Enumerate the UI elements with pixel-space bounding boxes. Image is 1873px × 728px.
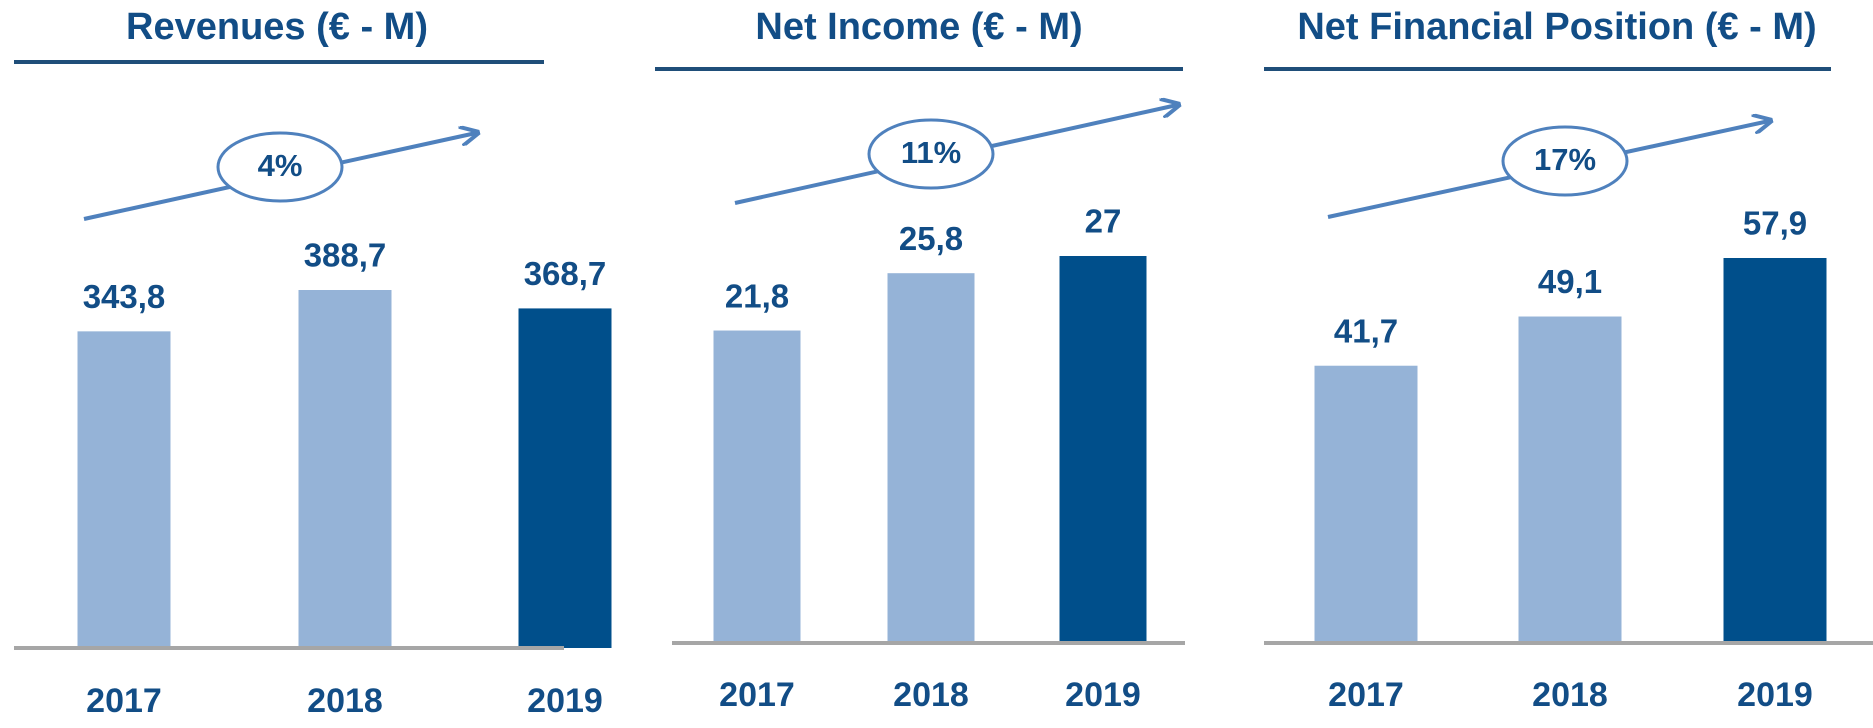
x-tick-label: 2018 bbox=[1532, 676, 1608, 714]
growth-label: 4% bbox=[258, 148, 303, 183]
x-tick-label: 2019 bbox=[1065, 676, 1141, 714]
x-tick-label: 2017 bbox=[1328, 676, 1404, 714]
bar bbox=[1723, 258, 1827, 643]
growth-label: 11% bbox=[901, 135, 961, 170]
growth-bubble bbox=[867, 118, 995, 190]
x-tick-label: 2019 bbox=[527, 682, 603, 720]
chart-title: Net Income (€ - M) bbox=[755, 6, 1082, 48]
chart-title: Revenues (€ - M) bbox=[126, 6, 428, 48]
value-label: 343,8 bbox=[83, 278, 166, 315]
value-label: 388,7 bbox=[304, 237, 387, 274]
growth-label: 17% bbox=[1534, 142, 1596, 177]
growth-bubble bbox=[1501, 125, 1629, 197]
value-label: 57,9 bbox=[1743, 205, 1807, 242]
value-label: 21,8 bbox=[725, 277, 789, 314]
x-tick-label: 2018 bbox=[893, 676, 969, 714]
value-label: 41,7 bbox=[1334, 312, 1398, 349]
x-tick-label: 2018 bbox=[307, 682, 383, 720]
value-label: 49,1 bbox=[1538, 263, 1602, 300]
bar bbox=[298, 290, 392, 648]
bar bbox=[713, 330, 801, 643]
x-tick-label: 2017 bbox=[719, 676, 795, 714]
x-tick-label: 2017 bbox=[86, 682, 162, 720]
value-label: 25,8 bbox=[899, 220, 963, 257]
bar bbox=[77, 331, 171, 648]
x-tick-label: 2019 bbox=[1737, 676, 1813, 714]
bar bbox=[887, 273, 975, 643]
bar bbox=[1518, 316, 1622, 643]
value-label: 27 bbox=[1085, 203, 1122, 240]
value-label: 368,7 bbox=[524, 255, 607, 292]
bar bbox=[1314, 365, 1418, 643]
bar bbox=[1059, 256, 1147, 643]
growth-bubble bbox=[216, 131, 344, 203]
bar bbox=[518, 308, 612, 648]
chart-title: Net Financial Position (€ - M) bbox=[1297, 6, 1816, 48]
